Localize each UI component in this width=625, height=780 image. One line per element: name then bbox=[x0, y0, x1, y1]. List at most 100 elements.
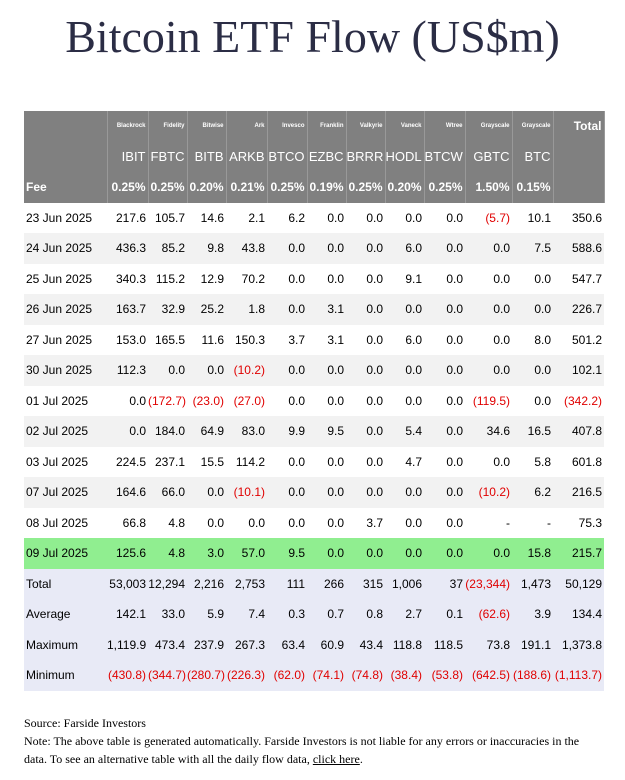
flow: 0.0 bbox=[385, 355, 424, 386]
date: 09 Jul 2025 bbox=[24, 538, 107, 569]
summary-value: (1,113.7) bbox=[553, 660, 604, 691]
flow: 0.0 bbox=[424, 416, 465, 447]
flow: 0.0 bbox=[346, 538, 385, 569]
fee-label: Fee bbox=[24, 172, 108, 203]
summary-value: 37 bbox=[424, 568, 465, 599]
flow: 4.8 bbox=[148, 538, 187, 569]
flow: 5.8 bbox=[512, 446, 553, 477]
ticker: IBIT bbox=[107, 141, 149, 172]
flow: 125.6 bbox=[107, 538, 148, 569]
flow: 150.3 bbox=[226, 324, 267, 355]
flow: 9.5 bbox=[267, 538, 307, 569]
flow: 34.6 bbox=[465, 416, 512, 447]
issuer: Grayscale bbox=[465, 111, 513, 142]
summary-value: 237.9 bbox=[187, 629, 226, 660]
flow: 0.0 bbox=[385, 294, 424, 325]
issuer: Blackrock bbox=[107, 111, 149, 142]
data-row: 08 Jul 2025 66.8 4.8 0.0 0.0 0.0 0.0 3.7 0.0 0.0-… bbox=[24, 507, 604, 538]
flow: 0.0 bbox=[385, 385, 424, 416]
issuer: Ark bbox=[226, 111, 268, 142]
summary-value: 267.3 bbox=[226, 629, 267, 660]
summary-row: Average 142.1 33.0 5.9 7.4 0.3 0.7 0.8 2.7 0.1 (62… bbox=[24, 599, 604, 630]
flow: 547.7 bbox=[553, 263, 604, 294]
summary-value: 7.4 bbox=[226, 599, 267, 630]
issuer: Fidelity bbox=[148, 111, 188, 142]
flow: 226.7 bbox=[553, 294, 604, 325]
flow: 0.0 bbox=[267, 263, 307, 294]
issuer: Franklin bbox=[307, 111, 347, 142]
total-header: Total bbox=[553, 111, 605, 142]
summary-row: Total 53,003 12,294 2,216 2,753 111 266 315 1,00… bbox=[24, 568, 604, 599]
flow: 6.0 bbox=[385, 324, 424, 355]
fee: 0.20% bbox=[187, 172, 227, 203]
data-row: 01 Jul 2025 0.0 (172.7) (23.0) (27.0) 0.0 0.0 0… bbox=[24, 385, 604, 416]
flow: 0.0 bbox=[424, 385, 465, 416]
flow: 0.0 bbox=[424, 477, 465, 508]
flow: 16.5 bbox=[512, 416, 553, 447]
date: 23 Jun 2025 bbox=[24, 202, 107, 233]
date: 01 Jul 2025 bbox=[24, 385, 107, 416]
flow: 0.0 bbox=[307, 263, 346, 294]
flow: 6.2 bbox=[267, 202, 307, 233]
summary-value: (188.6) bbox=[512, 660, 553, 691]
summary-value: (62.0) bbox=[267, 660, 307, 691]
flow: 0.0 bbox=[465, 355, 512, 386]
source: Source: Farside Investors bbox=[24, 716, 146, 730]
flow: 0.0 bbox=[385, 507, 424, 538]
flow: 66.0 bbox=[148, 477, 187, 508]
summary-value: 118.8 bbox=[385, 629, 424, 660]
ticker: EZBC bbox=[307, 141, 347, 172]
flow: (10.1) bbox=[226, 477, 267, 508]
summary-value: 473.4 bbox=[148, 629, 187, 660]
flow: 12.9 bbox=[187, 263, 226, 294]
fee: 0.25% bbox=[267, 172, 308, 203]
ticker: BTCW bbox=[424, 141, 466, 172]
flow: 114.2 bbox=[226, 446, 267, 477]
flow: 25.2 bbox=[187, 294, 226, 325]
date: 27 Jun 2025 bbox=[24, 324, 107, 355]
issuer-row: Blackrock Fidelity Bitwise Ark Invesco Frankl… bbox=[24, 111, 605, 142]
data-row: 24 Jun 2025 436.3 85.2 9.8 43.8 0.0 0.0 0.0 6.0 0… bbox=[24, 233, 604, 264]
flow: 43.8 bbox=[226, 233, 267, 264]
flow: 0.0 bbox=[465, 538, 512, 569]
flow: 0.0 bbox=[267, 385, 307, 416]
summary-value: 50,129 bbox=[553, 568, 604, 599]
flow: 4.7 bbox=[385, 446, 424, 477]
summary-value: 3.9 bbox=[512, 599, 553, 630]
flow: 0.0 bbox=[424, 233, 465, 264]
corner bbox=[24, 141, 108, 172]
flow: 32.9 bbox=[148, 294, 187, 325]
summary-value: 134.4 bbox=[553, 599, 604, 630]
data-row: 26 Jun 2025 163.7 32.9 25.2 1.8 0.0 3.1 0.0 0.0 0… bbox=[24, 294, 604, 325]
summary-value: 191.1 bbox=[512, 629, 553, 660]
note-end: . bbox=[359, 752, 363, 766]
flow: (23.0) bbox=[187, 385, 226, 416]
ticker-row: IBIT FBTC BITB ARKB BTCO EZBC BRRR HODL BTCW GBTC… bbox=[24, 141, 605, 172]
data-row: 27 Jun 2025 153.0 165.5 11.6 150.3 3.7 3.1 0.0 6… bbox=[24, 324, 604, 355]
summary-label: Total bbox=[24, 568, 107, 599]
summary-value: 2,753 bbox=[226, 568, 267, 599]
flow: 3.1 bbox=[307, 294, 346, 325]
ticker: ARKB bbox=[226, 141, 268, 172]
fee-row: Fee 0.25% 0.25% 0.20% 0.21% 0.25% 0.19% 0.25% 0.… bbox=[24, 172, 605, 203]
flow: 70.2 bbox=[226, 263, 267, 294]
flow: 0.0 bbox=[465, 324, 512, 355]
summary-value: 0.8 bbox=[346, 599, 385, 630]
summary-value: (226.3) bbox=[226, 660, 267, 691]
data-row: 02 Jul 2025 0.0 184.0 64.9 83.0 9.9 9.5 0.0 5.4 0… bbox=[24, 416, 604, 447]
summary-value: (74.1) bbox=[307, 660, 346, 691]
flow: 3.1 bbox=[307, 324, 346, 355]
ticker: BTCO bbox=[267, 141, 308, 172]
summary-value: (430.8) bbox=[107, 660, 148, 691]
link[interactable]: click here bbox=[312, 752, 360, 766]
date: 25 Jun 2025 bbox=[24, 263, 107, 294]
flow: 164.6 bbox=[107, 477, 148, 508]
flow: (342.2) bbox=[553, 385, 604, 416]
flow: 237.1 bbox=[148, 446, 187, 477]
flow: 0.0 bbox=[346, 233, 385, 264]
summary-value: 2.7 bbox=[385, 599, 424, 630]
note: Note: The above table is generated autom… bbox=[24, 732, 594, 768]
flow: (172.7) bbox=[148, 385, 187, 416]
page-title: Bitcoin ETF Flow (US$m) bbox=[65, 11, 560, 62]
summary-value: (74.8) bbox=[346, 660, 385, 691]
